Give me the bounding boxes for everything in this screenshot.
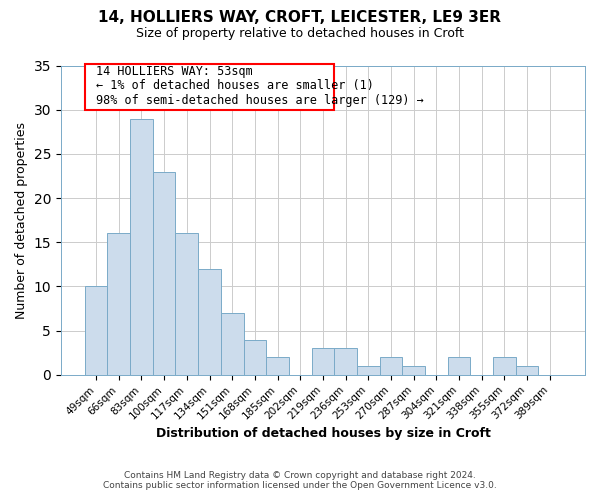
- Text: 14 HOLLIERS WAY: 53sqm: 14 HOLLIERS WAY: 53sqm: [96, 66, 253, 78]
- Text: Contains HM Land Registry data © Crown copyright and database right 2024.: Contains HM Land Registry data © Crown c…: [124, 471, 476, 480]
- Bar: [130, 118, 153, 375]
- Bar: [516, 366, 538, 375]
- Bar: [198, 269, 221, 375]
- Bar: [380, 357, 403, 375]
- Text: Contains public sector information licensed under the Open Government Licence v3: Contains public sector information licen…: [103, 481, 497, 490]
- Bar: [448, 357, 470, 375]
- X-axis label: Distribution of detached houses by size in Croft: Distribution of detached houses by size …: [155, 427, 490, 440]
- Bar: [493, 357, 516, 375]
- Bar: [153, 172, 175, 375]
- Bar: [85, 64, 334, 110]
- Bar: [334, 348, 357, 375]
- Bar: [311, 348, 334, 375]
- Bar: [221, 313, 244, 375]
- Bar: [107, 234, 130, 375]
- Text: ← 1% of detached houses are smaller (1): ← 1% of detached houses are smaller (1): [96, 79, 374, 92]
- Bar: [266, 357, 289, 375]
- Bar: [244, 340, 266, 375]
- Text: Size of property relative to detached houses in Croft: Size of property relative to detached ho…: [136, 28, 464, 40]
- Text: 14, HOLLIERS WAY, CROFT, LEICESTER, LE9 3ER: 14, HOLLIERS WAY, CROFT, LEICESTER, LE9 …: [98, 10, 502, 25]
- Text: 98% of semi-detached houses are larger (129) →: 98% of semi-detached houses are larger (…: [96, 94, 424, 107]
- Bar: [357, 366, 380, 375]
- Bar: [85, 286, 107, 375]
- Bar: [175, 234, 198, 375]
- Y-axis label: Number of detached properties: Number of detached properties: [15, 122, 28, 318]
- Bar: [403, 366, 425, 375]
